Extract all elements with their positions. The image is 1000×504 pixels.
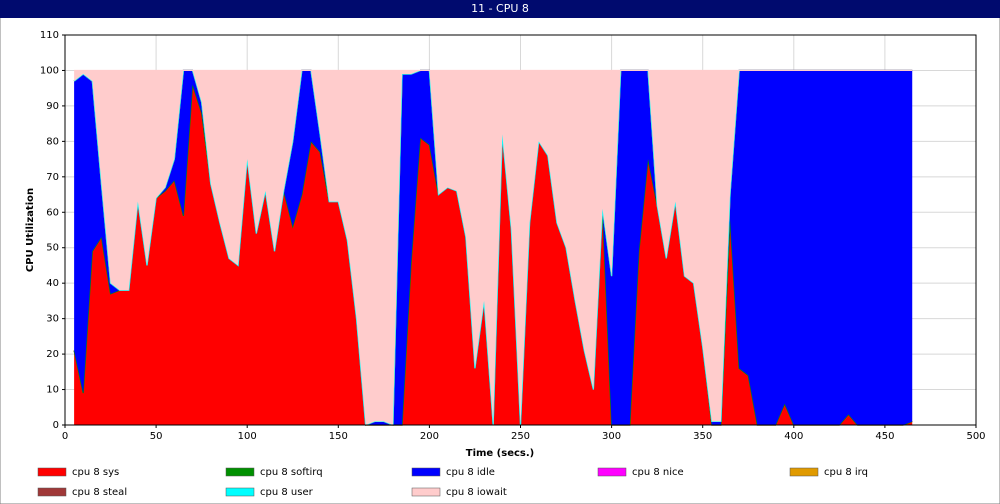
x-tick-label: 400 [784, 431, 803, 442]
legend-swatch [37, 467, 67, 477]
legend-label: cpu 8 iowait [446, 487, 507, 498]
legend-label: cpu 8 user [260, 487, 314, 498]
y-tick-label: 30 [46, 314, 59, 325]
y-tick-label: 80 [46, 136, 59, 147]
legend-swatch [225, 467, 255, 477]
y-tick-label: 40 [46, 278, 59, 289]
x-tick-label: 200 [420, 431, 439, 442]
area [74, 70, 913, 426]
legend-label: cpu 8 sys [72, 467, 119, 478]
x-tick-label: 300 [602, 431, 621, 442]
legend-label: cpu 8 idle [446, 467, 495, 478]
window-title: 11 - CPU 8 [471, 2, 529, 15]
x-tick-label: 250 [511, 431, 530, 442]
x-tick-label: 150 [329, 431, 348, 442]
x-tick-label: 350 [693, 431, 712, 442]
y-tick-label: 90 [46, 101, 59, 112]
title-bar [0, 0, 1000, 18]
legend-swatch [225, 487, 255, 497]
y-tick-label: 70 [46, 172, 59, 183]
legend-swatch [597, 467, 627, 477]
legend-swatch [411, 467, 441, 477]
x-tick-label: 100 [238, 431, 257, 442]
x-tick-label: 50 [150, 431, 163, 442]
area [74, 70, 913, 426]
x-tick-label: 450 [875, 431, 894, 442]
y-tick-label: 60 [46, 207, 59, 218]
legend-label: cpu 8 nice [632, 467, 684, 478]
legend-label: cpu 8 steal [72, 487, 127, 498]
y-tick-label: 50 [46, 243, 59, 254]
y-tick-label: 100 [40, 65, 59, 76]
y-tick-label: 20 [46, 349, 59, 360]
x-tick-label: 500 [966, 431, 985, 442]
legend-label: cpu 8 irq [824, 467, 868, 478]
x-tick-label: 0 [62, 431, 68, 442]
plot-frame [64, 34, 977, 426]
area [74, 84, 913, 426]
y-tick-label: 0 [53, 420, 59, 431]
y-axis-label: CPU Utilization [25, 188, 36, 272]
legend-swatch [37, 487, 67, 497]
y-tick-label: 10 [46, 385, 59, 396]
y-tick-label: 110 [40, 30, 59, 41]
legend-swatch [789, 467, 819, 477]
x-axis-label: Time (secs.) [466, 448, 535, 459]
legend-label: cpu 8 softirq [260, 467, 323, 478]
legend-swatch [411, 487, 441, 497]
